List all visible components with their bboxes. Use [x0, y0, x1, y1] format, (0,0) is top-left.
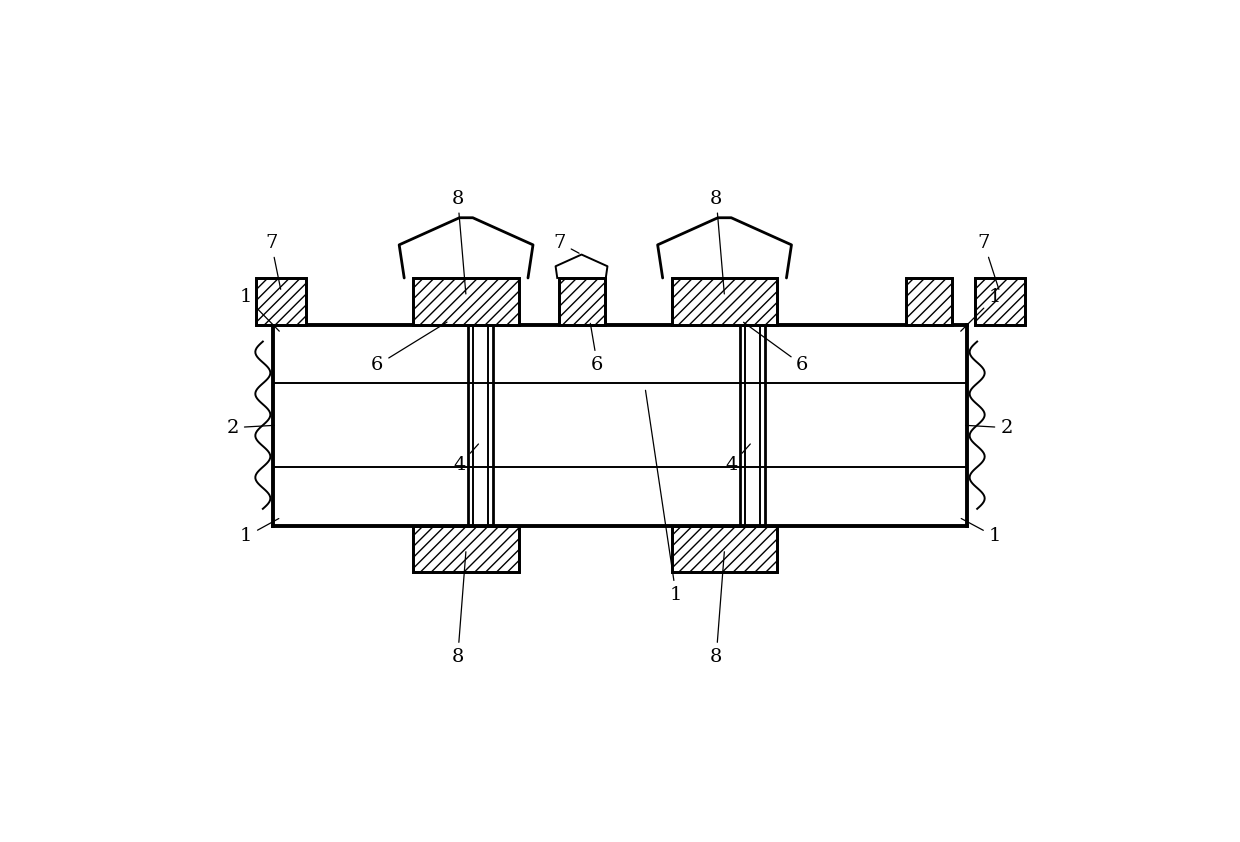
- Text: 2: 2: [966, 418, 1013, 437]
- Bar: [975, 278, 1024, 325]
- Text: 1: 1: [646, 391, 682, 604]
- Bar: [672, 278, 777, 325]
- Text: 8: 8: [451, 552, 466, 666]
- Bar: [672, 525, 777, 573]
- Text: 1: 1: [239, 519, 279, 546]
- Bar: [413, 525, 518, 573]
- Bar: [558, 278, 605, 325]
- Bar: [257, 278, 306, 325]
- Text: 8: 8: [451, 189, 466, 294]
- Text: 1: 1: [961, 519, 1001, 546]
- Bar: [558, 278, 605, 325]
- Text: 8: 8: [711, 189, 724, 294]
- Bar: [975, 278, 1024, 325]
- Text: 7: 7: [977, 234, 999, 290]
- Text: 6: 6: [744, 322, 808, 374]
- Text: 4: 4: [453, 444, 479, 474]
- Bar: [413, 278, 518, 325]
- Text: 7: 7: [553, 234, 579, 253]
- Text: 2: 2: [227, 418, 274, 437]
- Text: 8: 8: [711, 552, 724, 666]
- Text: 6: 6: [590, 323, 604, 374]
- Text: 7: 7: [265, 234, 280, 290]
- Bar: [672, 278, 777, 325]
- Text: 1: 1: [239, 288, 279, 331]
- Text: 4: 4: [725, 444, 750, 474]
- Bar: [257, 278, 306, 325]
- Bar: [906, 278, 952, 325]
- Bar: [413, 278, 518, 325]
- Text: 6: 6: [371, 322, 446, 374]
- Bar: [906, 278, 952, 325]
- Bar: [273, 325, 967, 525]
- Text: 1: 1: [961, 288, 1001, 331]
- Bar: [672, 525, 777, 573]
- Bar: [413, 525, 518, 573]
